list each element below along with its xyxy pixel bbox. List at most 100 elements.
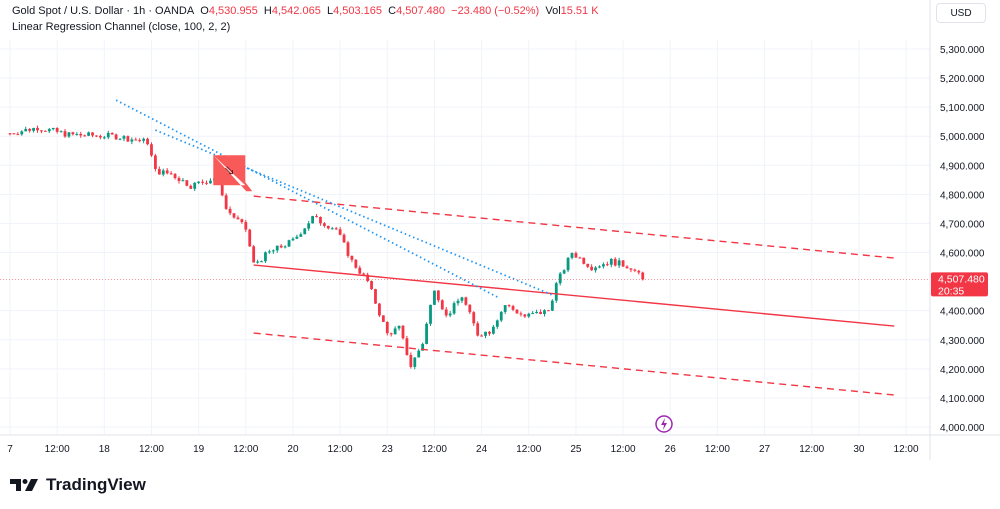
candle-body [374, 289, 377, 304]
candle-body [495, 320, 499, 327]
candle [566, 256, 570, 273]
candle [118, 138, 122, 141]
candle-body [397, 325, 401, 329]
candle-body [480, 335, 483, 337]
candle-body [621, 260, 625, 267]
candle [330, 226, 334, 230]
tradingview-logo[interactable]: TradingView [10, 475, 146, 495]
candle-body [436, 290, 440, 301]
time-tick-label: 30 [853, 444, 865, 455]
candle [594, 266, 597, 273]
candle-body [554, 283, 558, 301]
candle [452, 301, 456, 315]
candle-body [323, 223, 326, 226]
candle-body [543, 310, 546, 315]
candle-body [126, 136, 130, 142]
candle [244, 219, 248, 233]
close-value: 4,507.480 [396, 5, 446, 17]
candle-body [342, 234, 346, 243]
candle [586, 263, 590, 269]
candle-body [378, 303, 381, 316]
candle-body [252, 246, 256, 263]
candle [87, 131, 90, 137]
candle [260, 260, 263, 263]
candle-body [633, 269, 637, 271]
candle [110, 132, 114, 135]
candle-body [43, 130, 47, 132]
candle [142, 137, 146, 144]
time-tick-label: 26 [665, 444, 677, 455]
candle-body [146, 138, 149, 145]
candle-body [264, 252, 267, 262]
candle-body [32, 127, 35, 131]
candle [236, 215, 240, 220]
candle-body [472, 312, 476, 324]
candle-body [460, 297, 464, 301]
currency-button[interactable]: USD [936, 3, 986, 23]
candle [495, 319, 499, 329]
candle-body [641, 272, 645, 280]
arrow-down-right-icon: ⇘ [224, 162, 235, 177]
candle-body [381, 315, 385, 322]
event-lightning-icon[interactable] [655, 415, 673, 433]
indicator-legend[interactable]: Linear Regression Channel (close, 100, 2… [12, 21, 231, 33]
candle-body [334, 228, 338, 230]
candle [582, 257, 586, 265]
candle-body [71, 132, 75, 135]
low-label: L [326, 5, 334, 17]
candle [279, 244, 283, 249]
candle-body [444, 309, 448, 316]
candle [169, 171, 173, 175]
candle [252, 244, 256, 263]
candle-body [169, 173, 173, 175]
candle-body [629, 268, 633, 270]
candle-body [338, 229, 342, 235]
candle [511, 304, 515, 312]
candle-body [613, 258, 617, 266]
time-tick-label: 23 [382, 444, 394, 455]
candle-body [366, 274, 370, 282]
candle-body [385, 321, 389, 334]
candle-body [122, 136, 126, 139]
candle-body [98, 135, 102, 138]
lightning-glyph [661, 418, 667, 430]
price-tick-label: 4,400.000 [940, 307, 985, 318]
candle-body [150, 144, 153, 156]
candle-body [16, 134, 20, 136]
candle [43, 130, 47, 132]
candle-body [535, 311, 539, 314]
candle-body [326, 225, 330, 229]
candle-body [283, 246, 287, 248]
price-tick-label: 4,900.000 [940, 161, 985, 172]
candle [181, 178, 185, 182]
regression-lower-line [253, 332, 895, 396]
candle-body [181, 180, 185, 182]
price-tick-label: 5,100.000 [940, 103, 985, 114]
candle-body [209, 180, 212, 184]
candle-body [189, 185, 193, 189]
candle-body [319, 217, 322, 224]
candle [617, 257, 621, 268]
candle-body [582, 257, 586, 264]
candle-body [130, 139, 134, 142]
sell-signal-marker[interactable]: ⇘ [213, 155, 253, 192]
candle [150, 142, 153, 157]
candle-body [91, 132, 94, 136]
candle [67, 132, 71, 138]
candle-body [157, 168, 161, 175]
close-label: C [388, 5, 397, 17]
candle [228, 206, 232, 216]
candle [342, 233, 346, 243]
candle-body [440, 300, 444, 310]
candle [106, 130, 110, 140]
candle [464, 296, 468, 306]
price-tick-label: 4,200.000 [940, 365, 985, 376]
candle-body [433, 290, 436, 305]
candle-body [311, 216, 315, 224]
candle [264, 251, 267, 264]
candle-body [154, 155, 157, 169]
candle-body [205, 182, 208, 184]
candle [448, 310, 452, 318]
time-tick-label: 7 [7, 444, 13, 455]
